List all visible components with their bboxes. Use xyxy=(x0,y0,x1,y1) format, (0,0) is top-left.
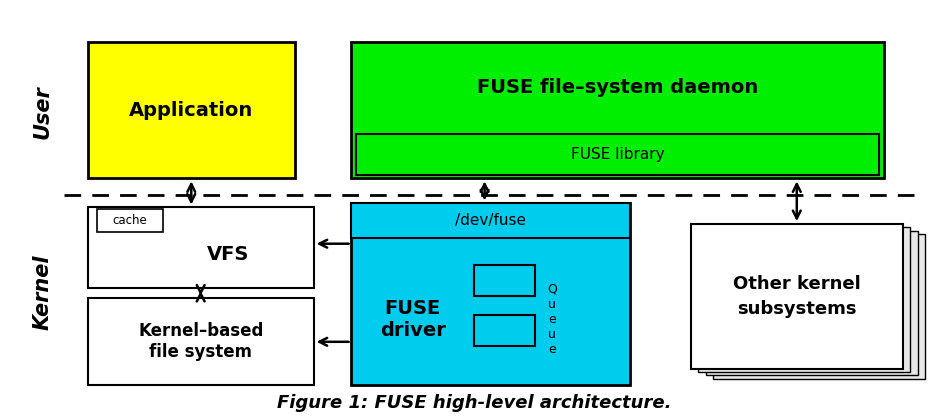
Text: Application: Application xyxy=(129,101,253,120)
Bar xyxy=(87,298,314,385)
Text: User: User xyxy=(32,85,52,139)
Bar xyxy=(352,42,884,178)
Text: Figure 1: FUSE high-level architecture.: Figure 1: FUSE high-level architecture. xyxy=(277,394,671,412)
Bar xyxy=(352,203,629,238)
Bar xyxy=(474,265,536,296)
Bar xyxy=(97,210,163,232)
Bar xyxy=(706,230,918,375)
Bar xyxy=(87,42,295,178)
Bar xyxy=(352,203,629,385)
Text: /dev/fuse: /dev/fuse xyxy=(455,213,526,228)
Bar xyxy=(87,207,314,288)
Text: FUSE library: FUSE library xyxy=(571,147,665,162)
Text: Kernel–based
file system: Kernel–based file system xyxy=(138,322,264,361)
Bar xyxy=(714,234,925,379)
Bar xyxy=(474,315,536,346)
Text: FUSE
driver: FUSE driver xyxy=(380,299,446,340)
Bar xyxy=(356,134,879,175)
Text: Q
u
e
u
e: Q u e u e xyxy=(547,283,557,356)
Bar xyxy=(699,227,910,372)
Text: FUSE file–system daemon: FUSE file–system daemon xyxy=(477,78,758,97)
Bar xyxy=(691,224,902,369)
Text: Other kernel
subsystems: Other kernel subsystems xyxy=(733,275,861,318)
Text: Kernel: Kernel xyxy=(32,254,52,330)
Text: cache: cache xyxy=(113,215,147,228)
Text: VFS: VFS xyxy=(207,245,249,264)
